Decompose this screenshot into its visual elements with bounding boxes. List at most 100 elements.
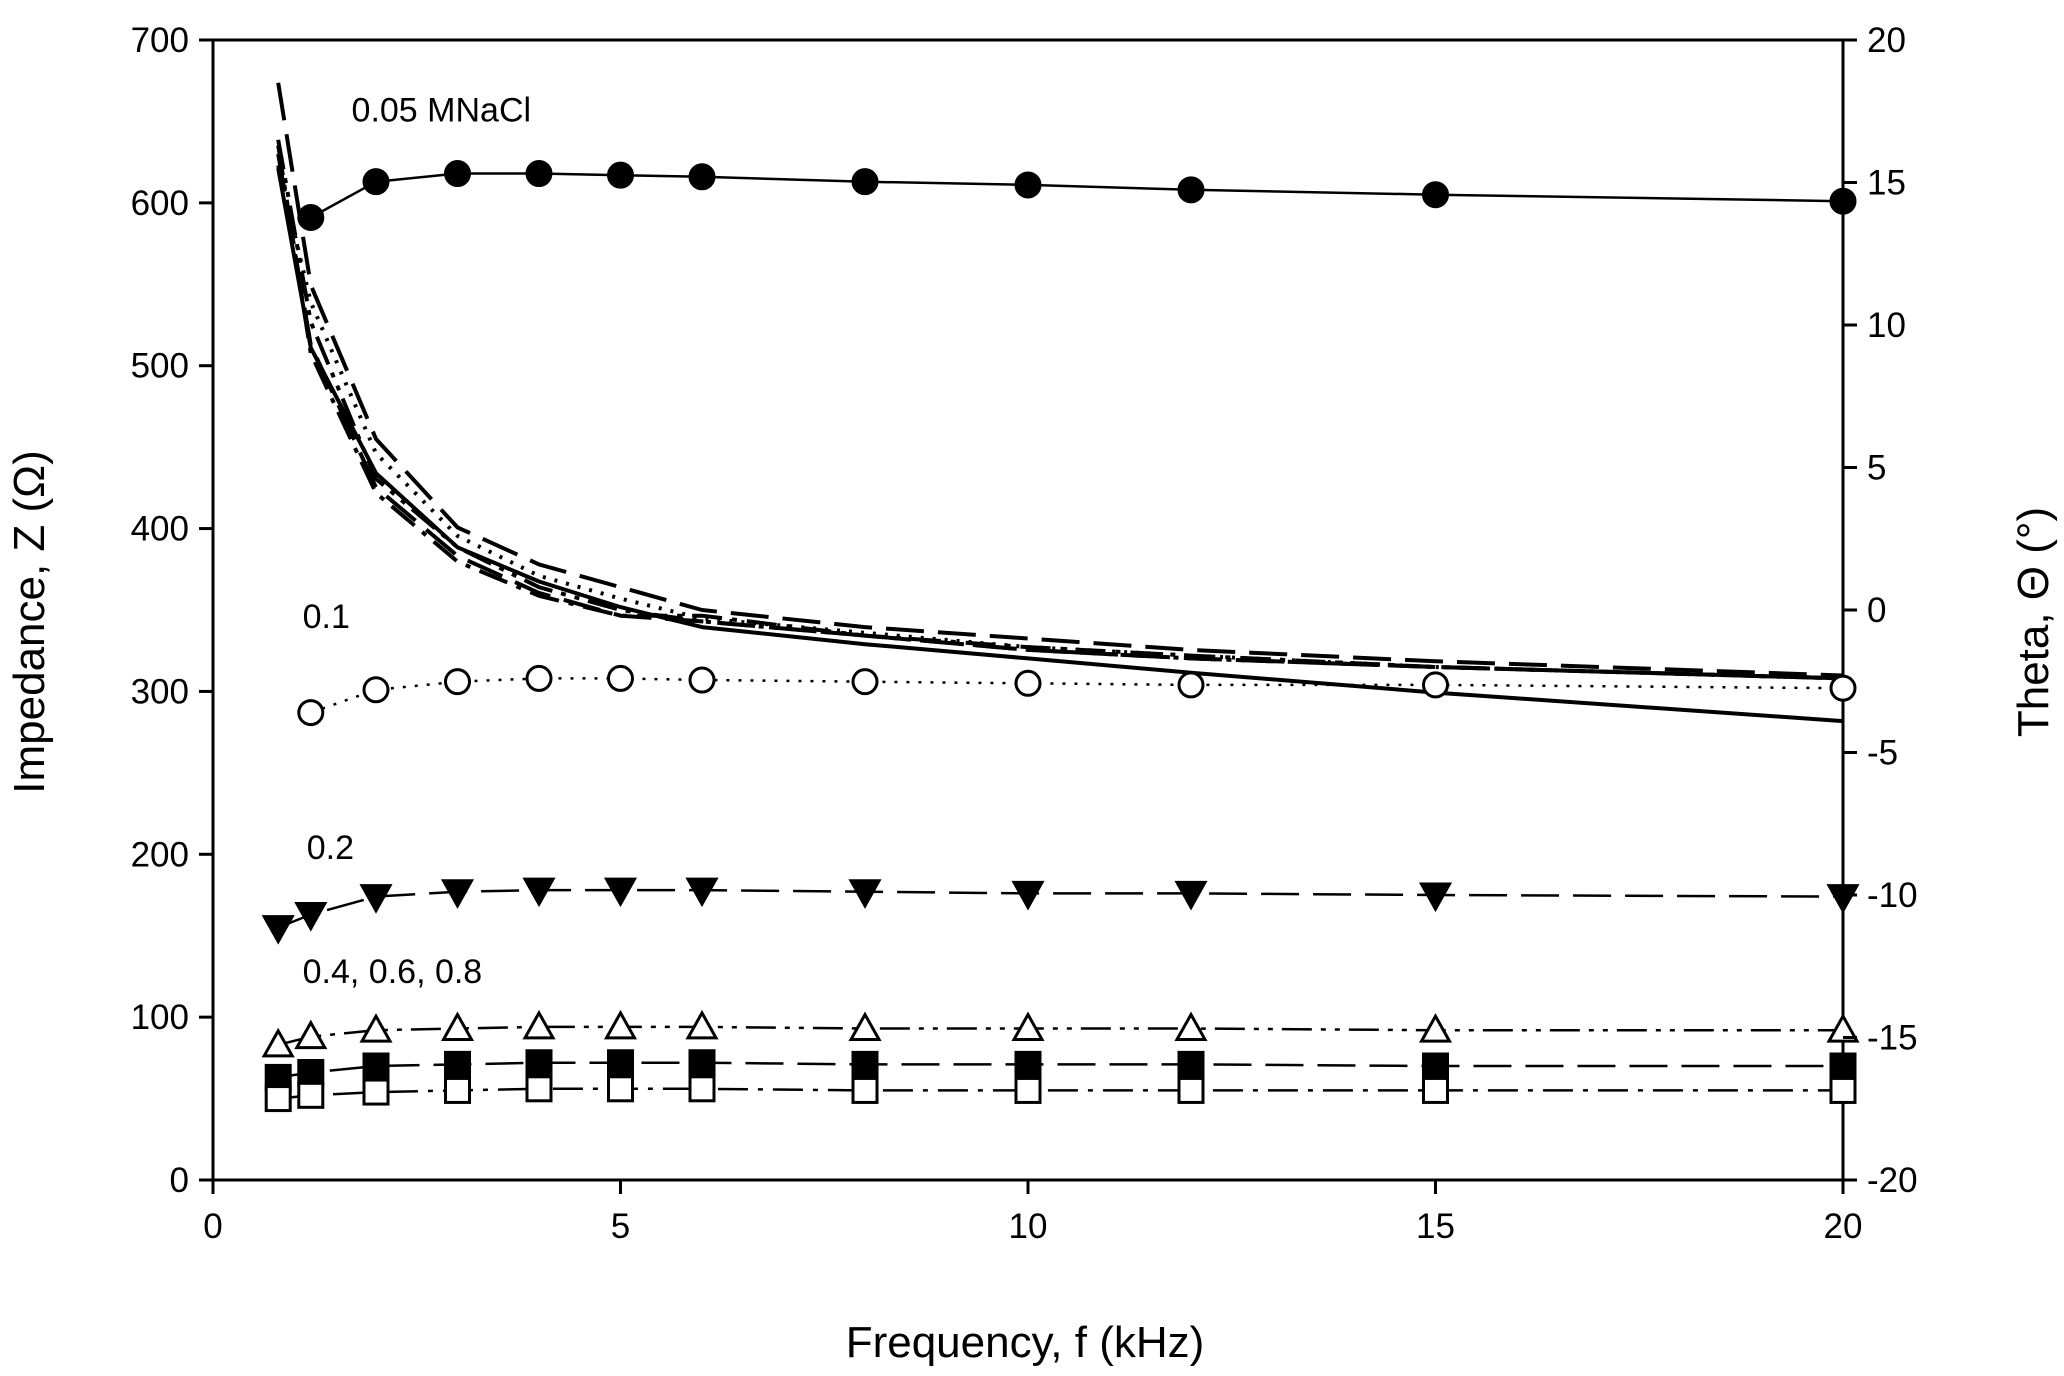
data-point-triangle-down: [685, 877, 719, 908]
data-point-triangle-up: [440, 1011, 475, 1042]
x-tick-label: 5: [611, 1207, 630, 1246]
data-point-triangle-down: [261, 915, 295, 945]
data-point-triangle-up: [1826, 1013, 1860, 1043]
data-point-triangle-up: [294, 1019, 328, 1050]
impedance-line: [277, 1025, 1843, 1047]
y-left-tick-label: 400: [131, 510, 189, 549]
data-point-circle: [297, 204, 325, 232]
data-point-triangle-down: [603, 877, 638, 908]
data-point-square: [525, 1049, 553, 1077]
data-point-circle: [444, 160, 471, 188]
data-point-square: [1829, 1052, 1857, 1080]
x-tick-label: 0: [203, 1207, 222, 1246]
y-right-tick-label: -20: [1867, 1161, 1918, 1200]
x-tick-label: 10: [1009, 1207, 1048, 1246]
impedance-line: [278, 1061, 1843, 1079]
data-point-square: [297, 1081, 325, 1109]
data-point-square: [297, 1059, 325, 1087]
data-point-circle: [1177, 176, 1205, 204]
y-left-tick-label: 700: [131, 21, 189, 60]
theta-series-group: [276, 82, 1844, 724]
data-point-triangle-down: [1826, 884, 1860, 914]
data-point-triangle-up: [603, 1009, 638, 1040]
plot-frame: [211, 38, 1845, 1182]
data-point-triangle-up: [261, 1027, 295, 1058]
y-right-tick-label: 15: [1867, 164, 1906, 203]
data-point-triangle-up: [522, 1009, 556, 1040]
impedance-line: [277, 888, 1844, 929]
impedance-series-group: [277, 172, 1844, 1100]
data-point-circle: [1829, 674, 1857, 702]
annotation-group: 0.05 MNaCl 0.1 0.2 0.4, 0.6, 0.8: [303, 91, 531, 991]
impedance-line: [278, 1087, 1843, 1100]
data-point-triangle-down: [1174, 880, 1208, 911]
data-point-circle: [851, 668, 879, 696]
data-point-circle: [851, 168, 879, 196]
data-point-circle: [525, 160, 553, 188]
data-point-square: [444, 1050, 471, 1078]
y-right-tick-label: 20: [1867, 21, 1906, 60]
data-point-triangle-up: [1418, 1013, 1453, 1043]
y-left-tick-label: 300: [131, 672, 189, 711]
data-point-square: [1014, 1050, 1042, 1078]
data-point-triangle-down: [522, 877, 556, 908]
theta-line: [276, 153, 1844, 681]
data-point-square: [1014, 1076, 1042, 1104]
data-point-circle: [1014, 171, 1042, 199]
data-point-square: [607, 1049, 634, 1077]
data-point-square: [688, 1075, 716, 1103]
data-point-triangle-down: [440, 879, 475, 909]
x-axis-title: Frequency, f (kHz): [846, 1318, 1205, 1367]
marker-group: [261, 160, 1860, 1113]
data-point-circle: [688, 163, 716, 191]
data-point-triangle-up: [1011, 1011, 1045, 1042]
data-point-square: [851, 1050, 879, 1078]
data-point-triangle-down: [1011, 880, 1045, 911]
data-point-circle: [297, 699, 325, 727]
data-point-triangle-down: [1418, 882, 1453, 913]
series-annotation: 0.05 MNaCl: [352, 91, 532, 129]
data-point-square: [362, 1078, 390, 1106]
data-point-circle: [525, 664, 553, 692]
data-point-triangle-down: [294, 902, 328, 932]
data-point-circle: [607, 161, 634, 189]
tick-group: 0 5 10 15 200100200300400500600700-20-15-10-…: [131, 21, 1918, 1246]
data-point-triangle-down: [359, 884, 393, 914]
data-point-triangle-up: [848, 1011, 882, 1042]
data-point-square: [1177, 1050, 1205, 1078]
data-point-circle: [1014, 669, 1042, 697]
data-point-square: [1829, 1076, 1857, 1104]
data-point-triangle-up: [685, 1009, 719, 1040]
y-right-tick-label: 10: [1867, 306, 1906, 345]
plot-border: [211, 38, 1845, 1182]
data-point-circle: [607, 664, 634, 692]
y-left-tick-label: 100: [131, 998, 189, 1037]
data-point-square: [688, 1049, 716, 1077]
y-right-tick-label: -15: [1867, 1019, 1918, 1058]
series-annotation: 0.4, 0.6, 0.8: [303, 953, 483, 991]
data-point-square: [444, 1076, 471, 1104]
y-axis-left-title: Impedance, Z (Ω): [5, 450, 54, 793]
y-left-tick-label: 600: [131, 184, 189, 223]
theta-line: [276, 164, 1844, 681]
y-left-tick-label: 200: [131, 835, 189, 874]
data-point-square: [1177, 1076, 1205, 1104]
data-point-square: [1422, 1052, 1449, 1080]
theta-line: [276, 139, 1844, 681]
data-point-circle: [362, 168, 390, 196]
x-tick-label: 20: [1824, 1207, 1863, 1246]
data-point-circle: [444, 668, 471, 696]
data-point-square: [851, 1076, 879, 1104]
series-annotation: 0.1: [303, 598, 350, 636]
data-point-triangle-up: [1174, 1011, 1208, 1042]
data-point-circle: [362, 676, 390, 704]
data-point-triangle-up: [359, 1013, 393, 1043]
theta-line: [276, 167, 1844, 724]
data-point-square: [264, 1085, 292, 1113]
data-point-circle: [1829, 187, 1857, 215]
data-point-circle: [1177, 671, 1205, 699]
x-tick-label: 15: [1416, 1207, 1455, 1246]
data-point-square: [362, 1052, 390, 1080]
data-point-square: [525, 1075, 553, 1103]
